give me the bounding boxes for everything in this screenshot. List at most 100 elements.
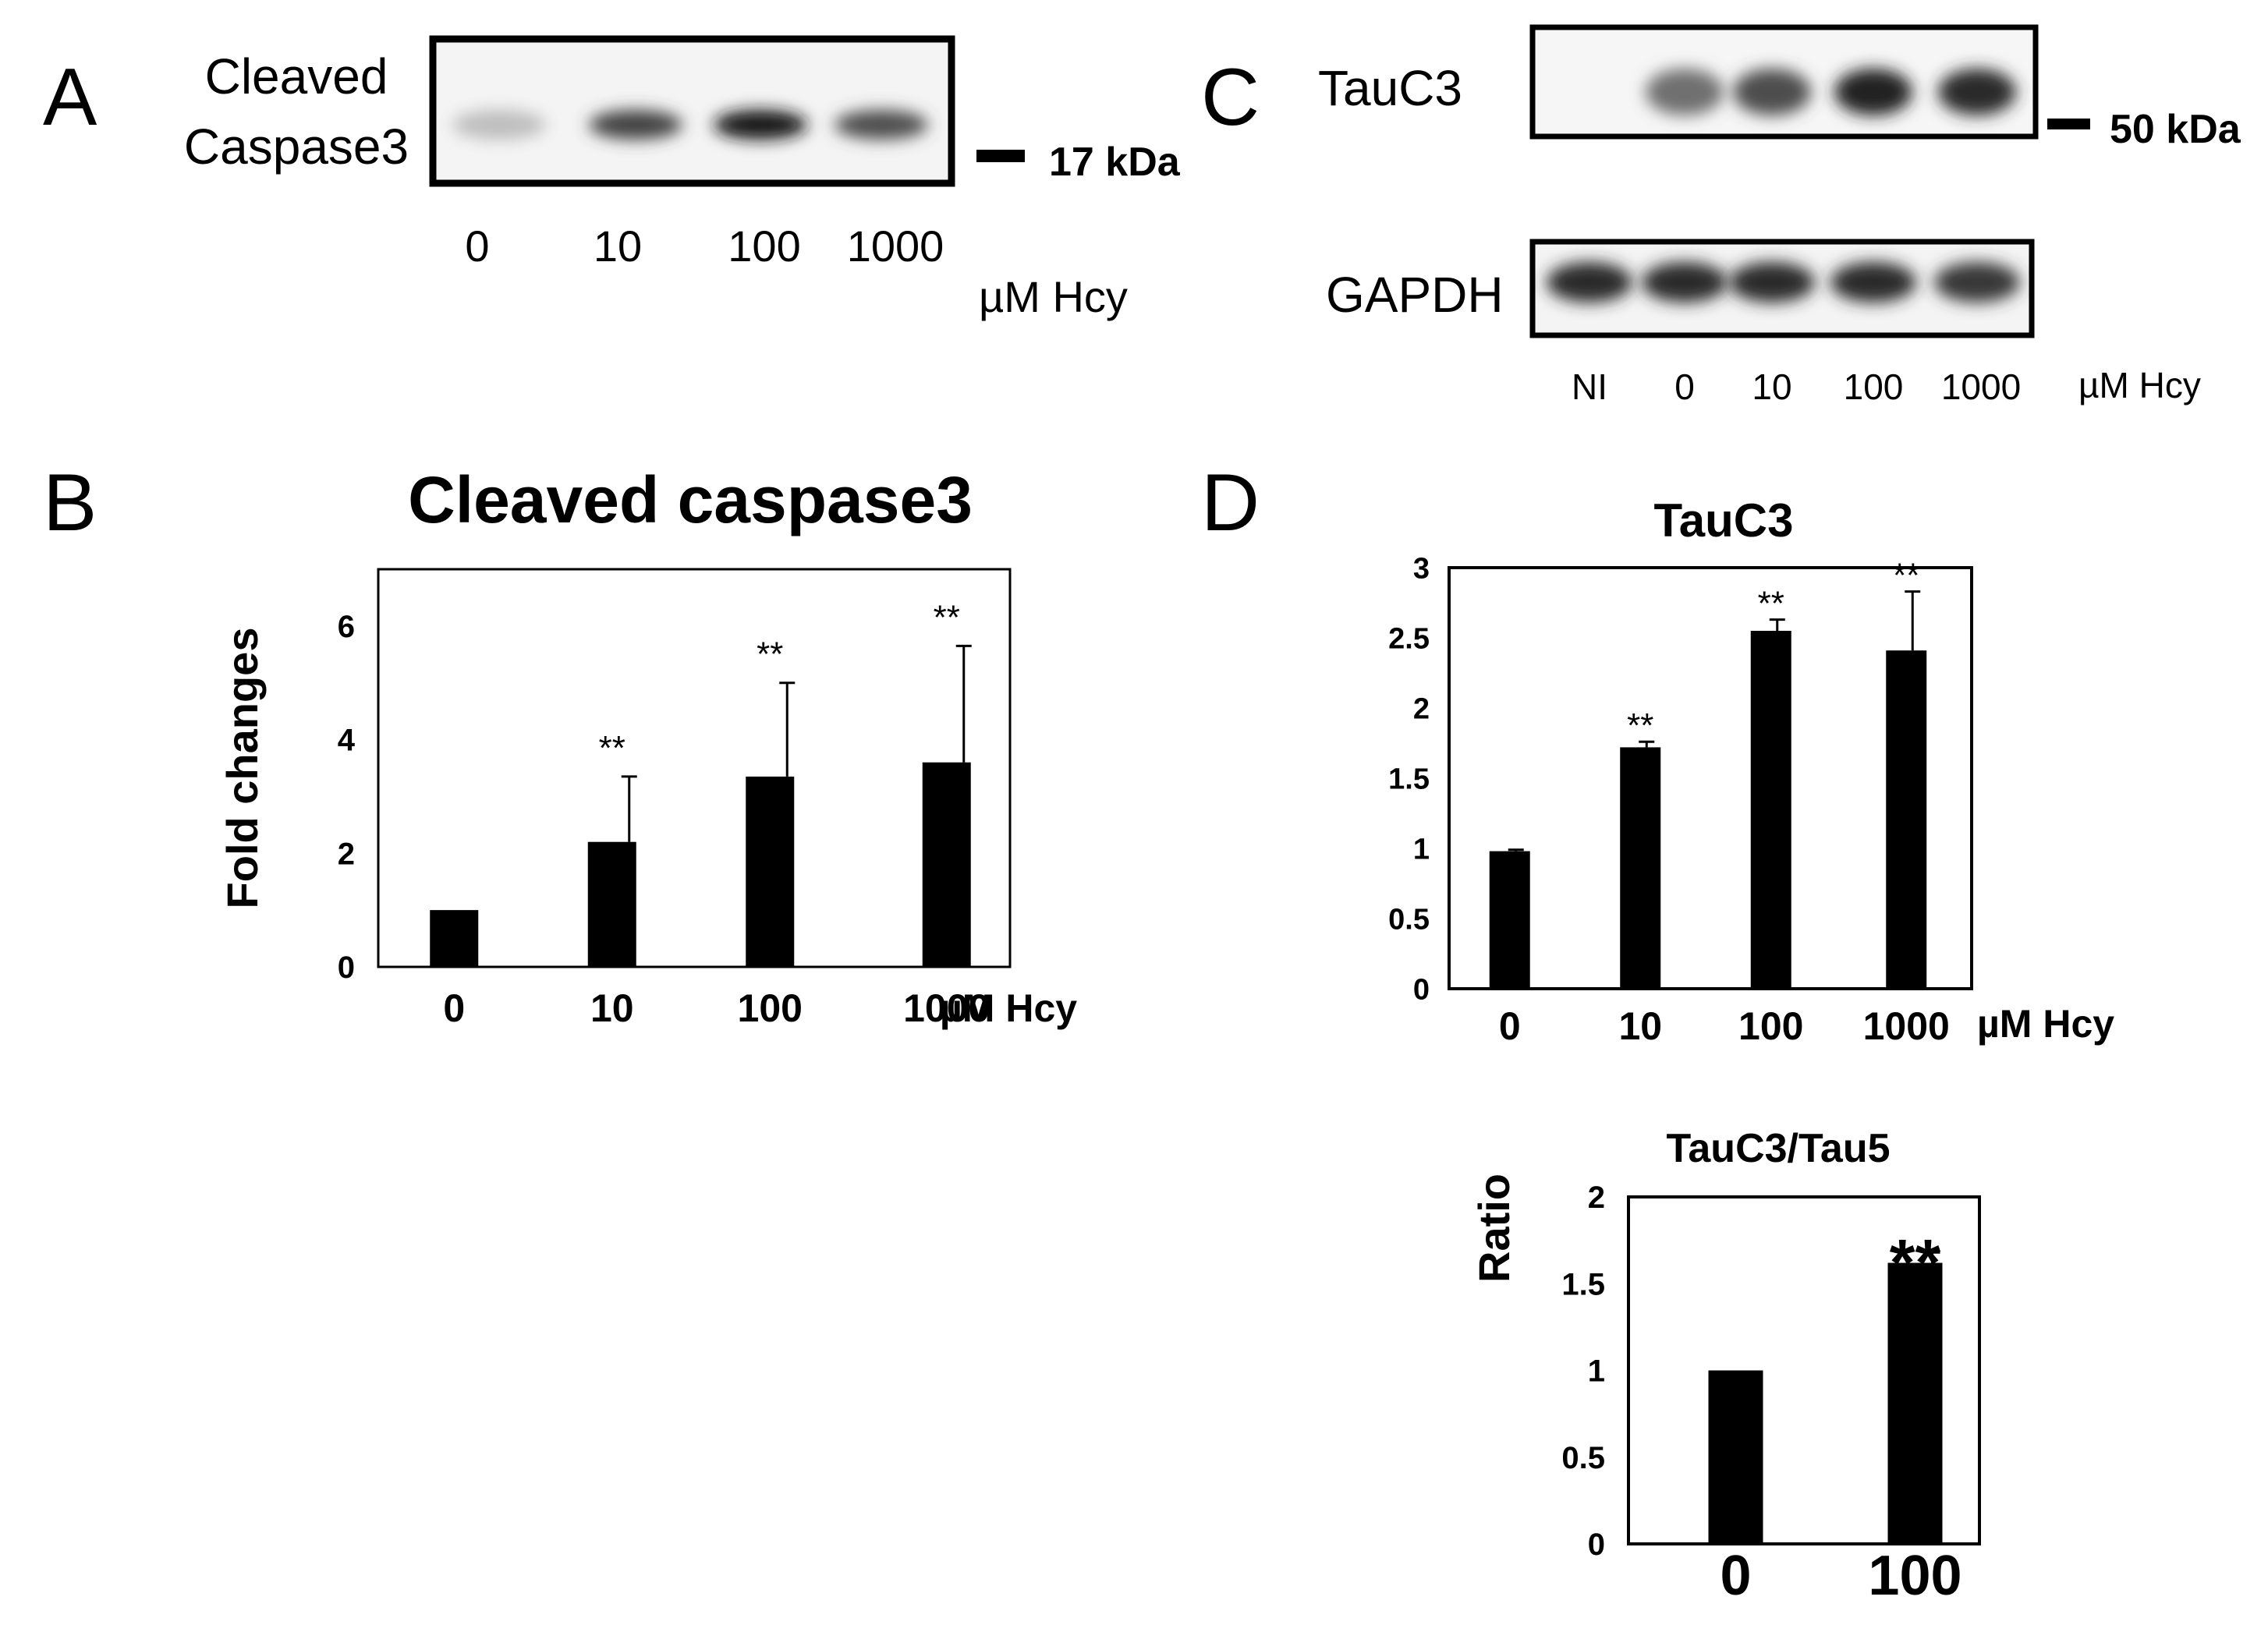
panel-c: C TauC3 50 kDa GAPDH NI 0 10 100 1000 µM… — [1201, 24, 2241, 407]
significance-marker: ** — [757, 635, 783, 674]
x-category-label: 100 — [1868, 1545, 1961, 1607]
bar — [1886, 650, 1927, 989]
y-tick-label: 3 — [1413, 552, 1430, 585]
significance-marker: ** — [1758, 585, 1784, 623]
y-tick-label: 4 — [338, 724, 356, 758]
chart-b-title: Cleaved caspase3 — [408, 463, 973, 536]
plot-frame — [1448, 566, 1973, 990]
y-tick-label: 0 — [338, 951, 355, 985]
x-category-label: 1000 — [903, 986, 990, 1030]
chart-d1-title: TauC3 — [1654, 494, 1794, 547]
significance-marker: ** — [1893, 557, 1919, 595]
blot-c-lane-1: 0 — [1674, 366, 1695, 407]
blot-a-lane-3: 1000 — [847, 221, 944, 271]
significance-marker: ** — [1627, 706, 1653, 745]
bar — [1708, 1370, 1763, 1544]
chart-d1: 0 0.5 1 1.5 2 2.5 3 0 ** 10 ** 100 ** 1000 — [1388, 552, 1973, 1048]
marker-c-dash — [2047, 119, 2090, 129]
bar — [1887, 1262, 1943, 1544]
blot-c2-bands — [1547, 262, 2020, 303]
bar — [587, 841, 636, 967]
blot-c-lane-0: NI — [1572, 366, 1607, 407]
chart-d1-unit: µM Hcy — [1977, 1002, 2114, 1046]
bar — [430, 910, 479, 967]
y-tick-label: 2 — [1413, 692, 1430, 725]
blot-a-label-line2: Caspase3 — [184, 119, 409, 175]
marker-c-label: 50 kDa — [2110, 107, 2241, 152]
chart-b: 0 2 4 6 0 ** 10 ** 100 ** 1000 — [338, 568, 1012, 1030]
panel-b: B Cleaved caspase3 Fold changes 0 2 4 6 0 ** 1… — [43, 458, 1077, 1030]
y-tick-label: 1 — [1413, 833, 1430, 866]
bar — [746, 776, 795, 967]
chart-d2-title: TauC3/Tau5 — [1666, 1126, 1890, 1171]
blot-c1-band-4 — [1938, 69, 2016, 115]
blot-a-lane-0: 0 — [465, 221, 489, 271]
x-category-label: 1000 — [1863, 1004, 1950, 1048]
blot-c2-band-2 — [1729, 262, 1815, 303]
blot-a-lane-1: 10 — [594, 221, 642, 271]
panel-b-letter: B — [43, 458, 97, 548]
blot-c2-label: GAPDH — [1326, 267, 1504, 323]
blot-c1-bands — [1646, 69, 2016, 115]
y-tick-label: 2 — [338, 837, 355, 871]
blot-c-lane-4: 1000 — [1941, 366, 2021, 407]
x-category-label: 0 — [1499, 1004, 1521, 1048]
x-category-label: 10 — [1618, 1004, 1662, 1048]
x-category-label: 0 — [1720, 1545, 1751, 1607]
y-tick-label: 0.5 — [1388, 903, 1430, 936]
panel-d-letter: D — [1201, 458, 1260, 548]
y-tick-label: 1.5 — [1388, 763, 1430, 795]
y-tick-label: 1.5 — [1561, 1267, 1605, 1301]
blot-c-lane-2: 10 — [1752, 366, 1791, 407]
panel-a-letter: A — [43, 52, 97, 143]
x-category-label: 0 — [443, 986, 465, 1030]
blot-c2-band-4 — [1934, 262, 2020, 303]
x-category-label: 100 — [738, 986, 803, 1030]
blot-c-unit: µM Hcy — [2078, 365, 2201, 405]
chart-b-ylabel: Fold changes — [218, 628, 267, 909]
panel-d: D TauC3 00.511.522.530**10**100**1000 µM… — [1201, 458, 2114, 1607]
blot-a-unit: µM Hcy — [979, 272, 1128, 321]
x-category-label: 10 — [590, 986, 634, 1030]
bar — [1750, 631, 1791, 989]
chart-d2: 0 0.5 1 1.5 2 0 ** 100 — [1561, 1181, 1981, 1607]
chart-b-unit: µM Hcy — [940, 986, 1077, 1030]
x-category-label: 100 — [1738, 1004, 1803, 1048]
marker-a-label: 17 kDa — [1049, 140, 1181, 185]
blot-c1-label: TauC3 — [1318, 60, 1462, 116]
y-tick-label: 2 — [1588, 1181, 1605, 1215]
significance-marker: ** — [599, 729, 625, 767]
blot-c1-band-3 — [1834, 69, 1912, 115]
y-tick-label: 0 — [1588, 1528, 1605, 1562]
chart-d2-ylabel: Ratio — [1469, 1174, 1518, 1283]
blot-c2-band-3 — [1830, 262, 1916, 303]
plot-frame — [377, 568, 1012, 968]
blot-c1-band-2 — [1733, 69, 1811, 115]
blot-a-bands — [452, 110, 928, 140]
blot-c2-band-0 — [1547, 262, 1632, 303]
bar — [1620, 747, 1661, 989]
blot-a-band-0 — [452, 110, 546, 140]
y-tick-label: 1 — [1588, 1354, 1605, 1389]
y-tick-label: 0.5 — [1561, 1441, 1605, 1475]
blot-c1-band-1 — [1646, 69, 1724, 115]
panel-a: A Cleaved Caspase3 17 kDa 0 10 100 1000 … — [43, 35, 1181, 321]
blot-a-label-line1: Cleaved — [205, 48, 388, 104]
plot-frame — [1627, 1195, 1981, 1545]
blot-a-band-3 — [835, 110, 928, 140]
y-tick-label: 2.5 — [1388, 622, 1430, 655]
bar — [1489, 851, 1530, 989]
blot-c-lane-3: 100 — [1844, 366, 1904, 407]
blot-a-lane-2: 100 — [728, 221, 800, 271]
significance-marker: ** — [1890, 1226, 1941, 1299]
panel-c-letter: C — [1201, 52, 1260, 143]
y-tick-label: 6 — [338, 610, 355, 644]
blot-a-band-2 — [714, 110, 807, 140]
marker-a-dash — [976, 150, 1025, 162]
blot-c2-band-1 — [1642, 262, 1728, 303]
blot-a-band-1 — [589, 110, 682, 140]
y-tick-label: 0 — [1413, 973, 1430, 1006]
bar — [922, 762, 971, 967]
significance-marker: ** — [934, 598, 960, 636]
